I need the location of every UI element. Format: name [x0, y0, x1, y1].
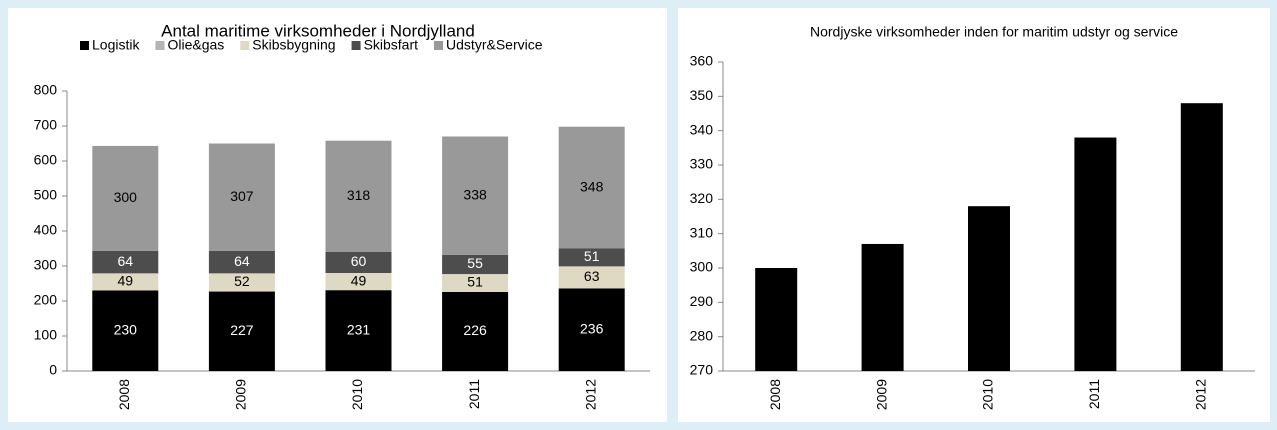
bar [1074, 137, 1117, 371]
bar-segment [325, 290, 392, 371]
bar [1180, 103, 1223, 371]
y-tick-label: 300 [690, 259, 714, 275]
legend-swatch [240, 41, 250, 50]
y-tick-label: 600 [34, 152, 58, 168]
bar-segment [442, 254, 509, 275]
x-tick-label: 2011 [466, 379, 482, 409]
y-tick-label: 270 [690, 362, 714, 378]
bar [755, 268, 798, 371]
data-label: 49 [118, 273, 134, 289]
data-label: 52 [234, 273, 250, 289]
legend-swatch [155, 41, 165, 50]
y-tick-label: 400 [34, 222, 58, 238]
y-tick-label: 0 [49, 362, 57, 378]
x-tick-label: 2009 [873, 379, 889, 410]
data-label: 348 [580, 178, 604, 194]
x-tick-label: 2010 [349, 379, 365, 410]
legend-swatch [80, 41, 89, 50]
bar-segment [558, 266, 625, 289]
bar-segment [208, 291, 275, 371]
y-tick-label: 290 [690, 293, 714, 309]
bar-segment [208, 250, 275, 274]
y-tick-label: 350 [690, 87, 714, 103]
data-label: 64 [234, 253, 250, 269]
data-label: 227 [230, 322, 254, 338]
bar-segment [442, 274, 509, 292]
legend-label: Skibsbygning [252, 37, 335, 53]
bar-segment [92, 250, 159, 274]
y-tick-label: 300 [34, 257, 58, 273]
data-label: 51 [584, 248, 600, 264]
x-tick-label: 2012 [582, 379, 598, 410]
legend-swatch [434, 41, 444, 50]
y-tick-label: 700 [34, 117, 58, 133]
data-label: 300 [114, 189, 138, 205]
bar-segment [558, 248, 625, 267]
y-tick-label: 500 [34, 187, 58, 203]
y-tick-label: 310 [690, 224, 714, 240]
bar-segment [442, 136, 509, 255]
data-label: 307 [230, 188, 254, 204]
bar-segment [442, 291, 509, 371]
bar-segment [92, 273, 159, 291]
legend-label: Udstyr&Service [446, 37, 543, 53]
x-tick-label: 2010 [980, 379, 996, 410]
y-tick-label: 280 [690, 327, 714, 343]
bar-segment [92, 145, 159, 251]
x-tick-label: 2009 [233, 379, 249, 410]
bar-segment [208, 143, 275, 251]
x-tick-label: 2012 [1193, 379, 1209, 410]
legend-label: Skibsfart [364, 37, 419, 53]
chart-title: Nordjyske virksomheder inden for maritim… [810, 24, 1178, 40]
bar-segment [558, 288, 625, 371]
legend-label: Olie&gas [167, 37, 224, 53]
bar-segment [558, 126, 625, 249]
bar-segment [325, 140, 392, 252]
x-tick-label: 2011 [1086, 379, 1102, 409]
x-tick-label: 2008 [116, 379, 132, 410]
legend-label: Logistik [92, 37, 140, 53]
y-tick-label: 800 [34, 82, 58, 98]
bar-segment [325, 252, 392, 273]
data-label: 49 [351, 272, 367, 288]
data-label: 51 [467, 274, 483, 290]
x-tick-label: 2008 [767, 379, 783, 410]
y-tick-label: 330 [690, 156, 714, 172]
bar-segment [325, 273, 392, 291]
bar-segment [208, 273, 275, 292]
data-label: 338 [463, 186, 487, 202]
data-label: 231 [347, 321, 371, 337]
bar [968, 206, 1010, 371]
y-tick-label: 320 [690, 190, 714, 206]
data-label: 63 [584, 268, 600, 284]
data-label: 60 [351, 253, 367, 269]
data-label: 318 [347, 187, 371, 203]
legend-swatch [351, 41, 361, 50]
data-label: 64 [118, 253, 134, 269]
y-tick-label: 360 [690, 53, 714, 69]
y-tick-label: 100 [34, 327, 58, 343]
data-label: 236 [580, 320, 604, 336]
y-tick-label: 200 [34, 292, 58, 308]
bar [861, 243, 904, 371]
bar-segment [92, 290, 159, 371]
data-label: 55 [467, 255, 483, 271]
y-tick-label: 340 [690, 121, 714, 137]
chart-title: Antal maritime virksomheder i Nordjyllan… [161, 21, 475, 40]
data-label: 230 [114, 321, 138, 337]
data-label: 226 [463, 322, 487, 338]
